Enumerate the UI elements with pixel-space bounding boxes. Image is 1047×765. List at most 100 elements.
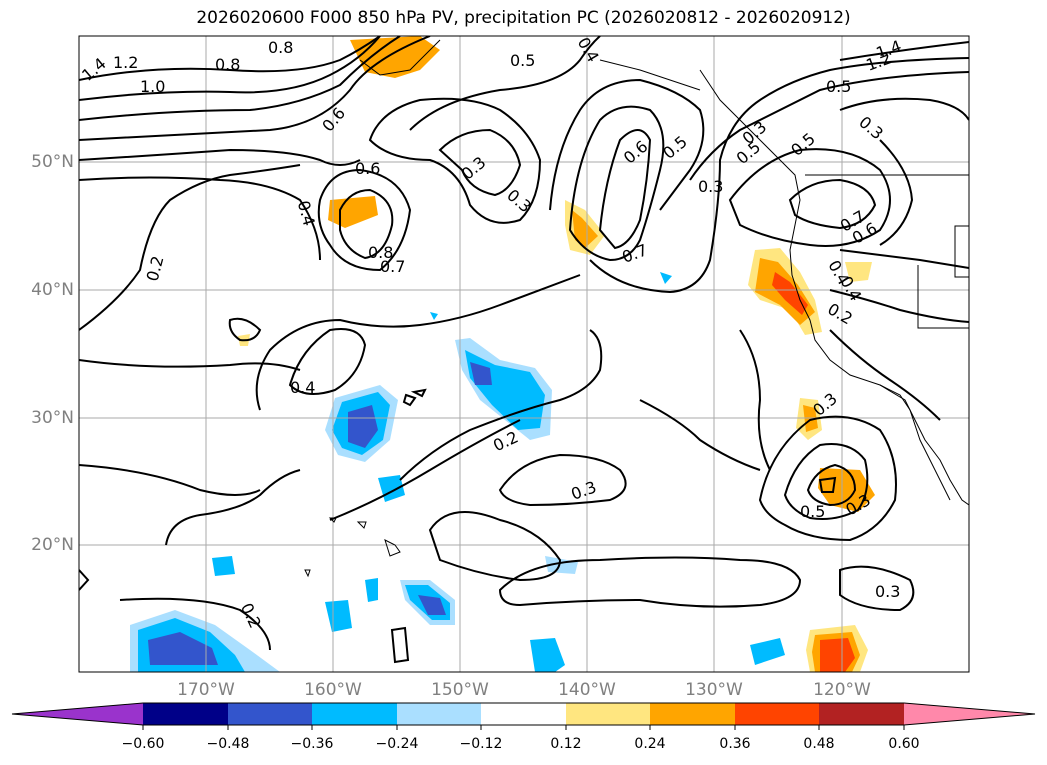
pv-contour-line	[79, 36, 431, 141]
map-frame	[78, 35, 970, 673]
pv-contour-line	[829, 289, 969, 323]
colorbar-segment	[481, 703, 566, 725]
precip-positive-area	[572, 210, 598, 248]
precip-positive-area	[820, 638, 855, 672]
contour-label: 1.0	[140, 77, 165, 96]
pv-contour-closed	[568, 105, 665, 262]
hawaii-island	[384, 539, 401, 557]
pv-contour-line	[79, 36, 381, 81]
contour-label: 0.5	[800, 502, 825, 521]
contour-label: 0.7	[380, 257, 405, 276]
pv-contour-closed	[839, 565, 915, 612]
contour-label: 0.8	[268, 38, 293, 57]
precip-positive-area	[845, 262, 872, 282]
pv-contour-line	[839, 97, 969, 121]
pv-contour-closed	[228, 317, 262, 342]
precip-negative-area	[148, 632, 218, 665]
hawaii-island	[356, 521, 367, 529]
pv-contour-line	[689, 71, 969, 181]
coastlines	[304, 39, 969, 578]
pv-contour-line	[329, 419, 521, 521]
pv-contour-line	[79, 359, 301, 371]
pv-contour-line	[119, 597, 271, 651]
colorbar-tick-label: −0.48	[206, 736, 250, 752]
colorbar-tick-label: −0.60	[121, 736, 165, 752]
precip-negative-area	[545, 556, 578, 574]
island	[304, 569, 311, 578]
precip-negative-area	[325, 600, 352, 632]
pv-contour-line	[549, 78, 705, 211]
lat-label: 40°N	[31, 280, 74, 300]
precip-shading	[130, 36, 875, 672]
colorbar-tick-label: 0.12	[550, 736, 582, 752]
pv-contour-line	[739, 329, 771, 471]
lon-label: 140°W	[558, 680, 616, 700]
precip-positive-area	[772, 272, 808, 315]
pv-contour-closed	[788, 178, 877, 230]
colorbar-tick-label: 0.24	[634, 736, 666, 752]
colorbar-segment	[228, 703, 312, 725]
pv-contour-line	[79, 464, 261, 496]
precip-negative-area	[750, 638, 785, 665]
map-title: 2026020600 F000 850 hPa PV, precipitatio…	[196, 8, 851, 28]
precip-negative-area	[470, 362, 492, 385]
alaska-coast	[599, 59, 701, 91]
baja-coast	[879, 384, 951, 501]
lat-label: 30°N	[31, 408, 74, 428]
pv-contour-line	[79, 176, 321, 261]
pv-contour-line	[399, 329, 603, 481]
lon-label: 150°W	[431, 680, 489, 700]
pv-contour-closed	[368, 97, 542, 224]
colorbar-tick-label: 0.48	[803, 736, 835, 752]
colorbar-segment	[397, 703, 481, 725]
contour-label: 0.4	[290, 378, 315, 397]
colorbar-extend-right	[904, 703, 1035, 725]
contour-label: 0.5	[510, 51, 535, 70]
colorbar-tick-label: −0.12	[459, 736, 503, 752]
pv-contour-closed	[402, 393, 417, 407]
contour-label: 0.6	[355, 159, 380, 178]
pv-contour-closed	[317, 168, 412, 272]
precip-negative-area	[660, 272, 672, 284]
pv-contour-line	[79, 148, 361, 166]
pv-contour-closed	[288, 328, 367, 395]
pv-contour-closed	[390, 626, 410, 664]
pv-contour-line	[839, 41, 969, 61]
pv-contour-closed	[438, 128, 522, 197]
contour-label: 0.8	[215, 55, 240, 74]
colorbar-segment	[566, 703, 650, 725]
colorbar-segment	[819, 703, 904, 725]
colorbar-tick-label: −0.36	[290, 736, 334, 752]
precip-negative-area	[212, 556, 235, 576]
colorbar-segment	[650, 703, 735, 725]
pv-contour-line	[255, 274, 581, 411]
pv-contour-closed	[598, 129, 652, 250]
colorbar-segment	[143, 703, 228, 725]
pv-contour-closed	[339, 188, 394, 260]
alaska-coast	[359, 39, 441, 76]
colorbar-tick-label: 0.36	[719, 736, 751, 752]
colorbar-segment	[312, 703, 397, 725]
contour-label: 0.3	[698, 177, 723, 196]
pv-contour-closed	[758, 415, 897, 542]
colorbar-tick-label: −0.24	[375, 736, 419, 752]
pv-contour-closed	[806, 463, 857, 507]
pv-contour-line	[839, 249, 969, 269]
colorbar-segment	[735, 703, 819, 725]
lon-label: 160°W	[304, 680, 362, 700]
lat-label: 20°N	[31, 535, 74, 555]
graticule	[79, 36, 969, 672]
pv-contour-closed	[783, 443, 869, 520]
pv-contour-line	[165, 469, 301, 546]
pv-contour-line	[409, 36, 601, 131]
lat-label: 50°N	[31, 152, 74, 172]
pv-contour-closed	[818, 476, 837, 493]
pv-contour-line	[639, 399, 761, 471]
pv-contour-line	[79, 36, 401, 121]
pv-contour-line	[79, 569, 90, 591]
pv-contour-closed	[410, 388, 427, 398]
colorbar-extend-left	[12, 703, 143, 725]
precip-negative-area	[348, 405, 378, 448]
pv-contour-closed	[498, 453, 627, 507]
